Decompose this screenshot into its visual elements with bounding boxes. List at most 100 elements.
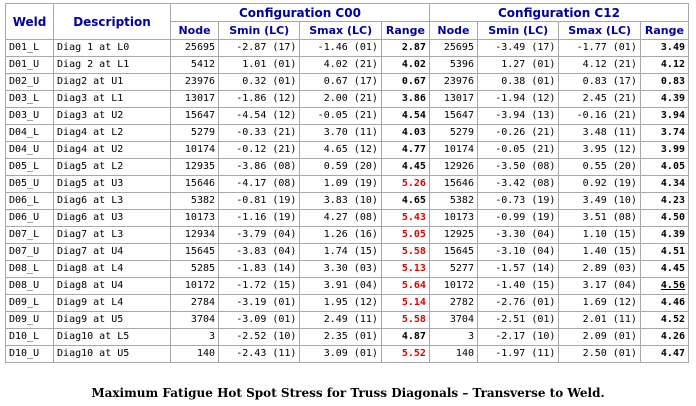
weld-cell: D10_L <box>4 328 55 346</box>
header-sub-row: Node Smin (LC) Smax (LC) Range Node Smin… <box>6 21 690 40</box>
weld-cell: D05_U <box>4 175 55 193</box>
c00-range-cell: 5.43 <box>380 209 430 227</box>
weld-cell: D02_U <box>4 73 55 91</box>
description-cell: Diag 1 at L0 <box>53 39 171 57</box>
c00-smin-cell: -1.72 (15) <box>218 277 301 295</box>
c00-range-cell: 4.77 <box>380 141 430 159</box>
c12-smin-cell: -1.94 (12) <box>476 90 560 108</box>
description-cell: Diag10 at L5 <box>53 328 171 346</box>
c00-smin-cell: -3.09 (01) <box>218 311 301 329</box>
c12-smax-cell: 3.48 (11) <box>558 124 641 142</box>
table-row: D09_U Diag9 at U5 3704 -3.09 (01) 2.49 (11) 5… <box>4 311 690 329</box>
description-cell: Diag4 at L2 <box>53 124 171 142</box>
c00-smin-cell: -3.19 (01) <box>218 294 301 312</box>
c00-range-cell: 4.03 <box>380 124 430 142</box>
c12-range-cell: 3.49 <box>639 39 690 57</box>
weld-cell: D06_U <box>4 209 55 227</box>
c00-smax-cell: 4.27 (08) <box>299 209 382 227</box>
c00-range-cell: 0.67 <box>380 73 430 91</box>
description-cell: Diag7 at L3 <box>53 226 171 244</box>
c00-smin-cell: 0.32 (01) <box>218 73 301 91</box>
c12-smax-cell: 1.10 (15) <box>558 226 641 244</box>
c00-smin-cell: 1.01 (01) <box>218 56 301 74</box>
c12-node-cell: 140 <box>428 345 478 363</box>
table-row: D06_U Diag6 at U3 10173 -1.16 (19) 4.27 (08)… <box>4 209 690 227</box>
c00-node-header: Node <box>169 21 220 40</box>
c00-node-cell: 140 <box>169 345 220 363</box>
description-cell: Diag8 at U4 <box>53 277 171 295</box>
c12-range-cell: 0.83 <box>639 73 690 91</box>
c12-range-cell: 3.94 <box>639 107 690 125</box>
c12-smax-header: Smax (LC) <box>558 21 641 40</box>
c00-smax-cell: 1.95 (12) <box>299 294 382 312</box>
weld-cell: D10_U <box>4 345 55 363</box>
table-row: D01_L Diag 1 at L0 25695 -2.87 (17) -1.46 (0… <box>4 39 690 57</box>
description-cell: Diag9 at U5 <box>53 311 171 329</box>
c00-node-cell: 23976 <box>169 73 220 91</box>
c00-smax-cell: 3.30 (03) <box>299 260 382 278</box>
c12-node-cell: 12926 <box>428 158 478 176</box>
table-row: D03_L Diag3 at L1 13017 -1.86 (12) 2.00 (21)… <box>4 90 690 108</box>
c12-node-cell: 3 <box>428 328 478 346</box>
c00-range-cell: 4.65 <box>380 192 430 210</box>
c00-smin-cell: -1.83 (14) <box>218 260 301 278</box>
description-cell: Diag3 at U2 <box>53 107 171 125</box>
c00-smax-cell: 0.59 (20) <box>299 158 382 176</box>
c12-smin-cell: -3.42 (08) <box>476 175 560 193</box>
c00-smin-cell: -3.79 (04) <box>218 226 301 244</box>
fatigue-stress-table: Weld Description Configuration C00 Confi… <box>4 3 690 363</box>
c12-node-cell: 5396 <box>428 56 478 74</box>
c00-range-cell: 2.87 <box>380 39 430 57</box>
table-row: D05_U Diag5 at U3 15646 -4.17 (08) 1.09 (19)… <box>4 175 690 193</box>
c12-smin-cell: -1.97 (11) <box>476 345 560 363</box>
c00-node-cell: 5279 <box>169 124 220 142</box>
c12-smin-cell: -1.57 (14) <box>476 260 560 278</box>
c12-range-cell: 4.46 <box>639 294 690 312</box>
c00-smax-cell: 2.35 (01) <box>299 328 382 346</box>
c12-range-cell: 4.56 <box>639 277 690 295</box>
c00-node-cell: 12935 <box>169 158 220 176</box>
c00-smax-cell: 3.91 (04) <box>299 277 382 295</box>
description-cell: Diag 2 at L1 <box>53 56 171 74</box>
c00-range-cell: 5.58 <box>380 311 430 329</box>
c12-smax-cell: 1.69 (12) <box>558 294 641 312</box>
c00-smin-cell: -0.33 (21) <box>218 124 301 142</box>
weld-cell: D06_L <box>4 192 55 210</box>
c00-node-cell: 25695 <box>169 39 220 57</box>
c12-node-header: Node <box>428 21 478 40</box>
c12-smax-cell: 0.92 (19) <box>558 175 641 193</box>
c12-smin-cell: -2.51 (01) <box>476 311 560 329</box>
c00-smin-cell: -0.81 (19) <box>218 192 301 210</box>
c00-node-cell: 13017 <box>169 90 220 108</box>
table-row: D08_L Diag8 at L4 5285 -1.83 (14) 3.30 (03) 5… <box>4 260 690 278</box>
c00-node-cell: 5412 <box>169 56 220 74</box>
c00-smin-cell: -2.87 (17) <box>218 39 301 57</box>
weld-cell: D01_L <box>4 39 55 57</box>
c00-range-cell: 5.52 <box>380 345 430 363</box>
c00-smin-header: Smin (LC) <box>218 21 301 40</box>
c12-smax-cell: 0.83 (17) <box>558 73 641 91</box>
c12-smax-cell: 3.17 (04) <box>558 277 641 295</box>
c00-range-cell: 5.58 <box>380 243 430 261</box>
c12-node-cell: 13017 <box>428 90 478 108</box>
c00-smax-cell: 2.49 (11) <box>299 311 382 329</box>
weld-header: Weld <box>4 3 55 40</box>
c00-range-cell: 5.14 <box>380 294 430 312</box>
c00-range-cell: 4.87 <box>380 328 430 346</box>
c00-range-cell: 4.45 <box>380 158 430 176</box>
c00-range-cell: 5.05 <box>380 226 430 244</box>
c12-range-header: Range <box>639 21 690 40</box>
c00-smax-cell: 3.09 (01) <box>299 345 382 363</box>
c12-range-cell: 4.39 <box>639 226 690 244</box>
c12-range-cell: 4.52 <box>639 311 690 329</box>
description-cell: Diag5 at U3 <box>53 175 171 193</box>
c12-node-cell: 25695 <box>428 39 478 57</box>
c12-node-cell: 15646 <box>428 175 478 193</box>
c00-smin-cell: -3.86 (08) <box>218 158 301 176</box>
c12-range-cell: 4.47 <box>639 345 690 363</box>
c00-node-cell: 5285 <box>169 260 220 278</box>
c00-range-cell: 4.54 <box>380 107 430 125</box>
description-cell: Diag5 at L2 <box>53 158 171 176</box>
description-cell: Diag6 at L3 <box>53 192 171 210</box>
weld-cell: D01_U <box>4 56 55 74</box>
